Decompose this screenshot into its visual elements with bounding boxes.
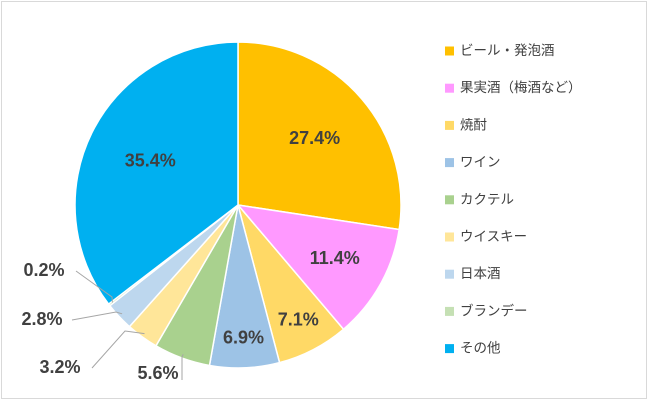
leader-line (91, 330, 145, 369)
legend-swatch (445, 306, 454, 316)
legend-swatch (445, 269, 454, 279)
legend-label: ワイン (460, 155, 501, 171)
pie-slices (74, 41, 402, 369)
data-label: 35.4% (125, 150, 176, 170)
pie-slice (236, 203, 401, 331)
data-label: 11.4% (310, 248, 360, 268)
legend-label: ビール・発泡酒 (460, 43, 555, 59)
data-label: 3.2% (39, 357, 80, 377)
legend-swatch (445, 344, 454, 354)
legend-swatch (445, 195, 454, 205)
data-label: 2.8% (21, 309, 62, 329)
legend-entry: ビール・発泡酒 (445, 43, 555, 59)
legend-swatch (445, 46, 454, 56)
legend-swatch (445, 232, 454, 242)
legend-label: 焼酎 (460, 117, 487, 133)
legend-entry: ブランデー (445, 302, 528, 319)
data-labels: 27.4% 11.4% 7.1% 6.9% 5.6% 3.2% 2.8% 0.2% 35.4% (21, 128, 359, 383)
legend-label: カクテル (460, 192, 514, 208)
legend-label: 果実酒（梅酒など） (460, 80, 582, 96)
legend-label: 日本酒 (460, 266, 501, 282)
legend-label: ウイスキー (460, 229, 527, 245)
leader-line (71, 311, 123, 321)
data-label: 27.4% (289, 128, 340, 148)
leader-lines (71, 270, 184, 380)
legend-entry: その他 (445, 341, 501, 357)
leader-line (181, 354, 184, 380)
data-label: 5.6% (137, 363, 178, 383)
data-label: 7.1% (278, 309, 319, 329)
legend-label: その他 (460, 341, 501, 357)
legend-swatch (445, 83, 454, 93)
legend-entry: カクテル (445, 192, 514, 208)
data-label: 6.9% (223, 327, 264, 347)
legend-swatch (445, 120, 454, 130)
legend-swatch (445, 158, 454, 168)
pie-slice (74, 41, 239, 306)
legend-entry: ワイン (445, 155, 501, 171)
leader-line (75, 270, 113, 303)
data-label: 0.2% (23, 260, 64, 280)
legend-entry: ウイスキー (445, 229, 527, 245)
pie-slice (237, 41, 402, 231)
legend-label: ブランデー (460, 302, 528, 319)
legend-entry: 果実酒（梅酒など） (445, 80, 582, 96)
legend-entry: 日本酒 (445, 266, 501, 282)
legend-entry: 焼酎 (445, 117, 487, 133)
